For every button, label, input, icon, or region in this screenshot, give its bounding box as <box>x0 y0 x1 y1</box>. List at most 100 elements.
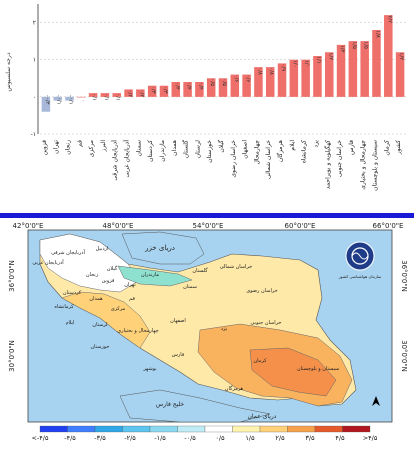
province-label: زنجان <box>86 272 99 278</box>
x-tick-label: لرستان <box>194 140 201 158</box>
bar-value-label: ۰/۴ <box>186 82 192 90</box>
bar-value-label: -۰/۴ <box>44 95 50 105</box>
bar-value-label: ۱/۲ <box>398 52 404 60</box>
bar <box>147 85 157 97</box>
bar-value-label: ۰/۴ <box>174 82 180 90</box>
region-west <box>61 291 151 349</box>
weather-org-logo: سازمان هواشناسی کشور <box>338 241 382 279</box>
latitude-label-right: 30°0'0"N <box>400 340 408 372</box>
x-tick-label: سیستان و بلوچستان <box>371 140 378 191</box>
province-label: خوزستان <box>91 344 110 350</box>
legend-label: -۲/۵ <box>124 434 136 442</box>
bar-value-label: ۰/۲ <box>138 90 144 98</box>
x-tick-label: کردستان <box>147 140 154 162</box>
x-tick-label: کرمان <box>383 140 390 156</box>
logo-text: سازمان هواشناسی کشور <box>338 274 382 279</box>
bar-value-label: ۰/۸ <box>268 67 274 75</box>
longitude-label: 66°0'0"E <box>373 222 404 230</box>
province-label: کرمان <box>253 358 267 364</box>
latitude-labels: 36°0'0"N 36°0'0"N 30°0'0"N 30°0'0"N <box>8 260 408 372</box>
bar <box>183 82 192 97</box>
y-tick-label: ۰ <box>33 94 36 101</box>
legend-label: -۴/۵ <box>64 434 76 442</box>
legend-label: -۱/۵ <box>154 434 166 442</box>
x-tick-label: کهگیلویه و بویراحمد <box>323 140 331 189</box>
bar-value-label: ۰/۵ <box>221 78 227 86</box>
bar <box>124 89 133 97</box>
bar <box>100 93 110 97</box>
bar-value-label: ۰/۳ <box>150 86 156 94</box>
bar-value-label: -۰/۱ <box>68 95 74 105</box>
province-label: کرمانشاه <box>54 304 74 310</box>
bar-chart-panel: -۰/۴ -۰/۱ -۰/۱ ۰ ۰/۱ ۰/۱ ۰/۱ ۰/۲ ۰/۲ ۰/۳ ۰/۳ ۰/۴ ۰/۴… <box>0 0 414 212</box>
temperature-anomaly-map: دریای خزر خلیج فارس دریای عمان آذربایجان… <box>0 220 414 446</box>
bar-value-label: ۰/۲ <box>127 90 133 98</box>
province-label: خراسان شمالی <box>220 264 253 270</box>
longitude-label: 48°0'0"E <box>103 222 134 230</box>
legend-swatch <box>204 425 233 433</box>
bar-value-label: ۰/۱ <box>91 93 97 101</box>
legend-label: -۳/۵ <box>94 434 106 442</box>
x-tick-label: هرمزگان <box>276 140 284 162</box>
chart-y-ticks: -۱ ۰ ۱ ۲ <box>31 20 36 138</box>
caspian-sea-label: دریای خزر <box>144 244 175 252</box>
province-label: گلستان <box>192 267 208 274</box>
region-hot-core <box>249 347 337 397</box>
bar-value-label: ۰/۶ <box>245 75 251 83</box>
bar-value-label: ۰ <box>79 99 85 102</box>
bar <box>218 78 228 97</box>
x-tick-label: البرز <box>100 140 107 153</box>
bar <box>336 44 346 97</box>
bar <box>372 30 381 97</box>
province-label: اصفهان <box>170 318 186 324</box>
province-label: قم <box>129 296 135 302</box>
bar-value-label: -۰/۱ <box>56 95 62 105</box>
chart-x-labels: قزوین تهران زنجان قم مرکزی البرز آذربایجان شرق… <box>41 140 402 191</box>
bar <box>65 96 74 101</box>
x-tick-label: قزوین <box>41 140 48 155</box>
legend-label: <-۴/۵ <box>32 434 49 442</box>
north-arrow-icon <box>372 396 380 406</box>
bar-value-label: ۰/۱ <box>103 93 109 101</box>
latitude-label-left: 36°0'0"N <box>8 260 16 292</box>
x-tick-label: آذربایجان غربی <box>122 140 131 178</box>
bar <box>348 41 358 97</box>
longitude-labels: 42°0'0"E 48°0'0"E 54°0'0"E 60°0'0"E 66°0'0"E <box>13 222 404 230</box>
province-label: گیلان <box>107 265 118 272</box>
bar-value-label: ۰/۱ <box>115 93 121 101</box>
legend-label: ۰/۵ <box>215 434 225 442</box>
x-tick-label: اصفهان <box>242 140 249 159</box>
province-label: خراسان جنوبی <box>251 320 282 326</box>
bar-value-label: ۱/۸ <box>374 30 380 38</box>
province-label: همدان <box>89 296 103 302</box>
bar <box>254 67 263 97</box>
x-tick-label: چهارمحال <box>253 140 260 165</box>
bar-value-label: ۱/۱ <box>315 56 321 64</box>
legend-swatch <box>342 425 371 433</box>
legend-swatch <box>39 425 68 433</box>
bar <box>206 78 216 97</box>
bar <box>230 74 240 97</box>
x-tick-label: مازندران <box>159 140 166 162</box>
x-tick-label: گلستان <box>182 140 190 158</box>
x-tick-label: کشور <box>395 140 402 155</box>
legend-label: ۱/۵ <box>245 434 255 442</box>
legend-swatch <box>149 425 178 433</box>
legend-label: >۴/۵ <box>363 434 378 442</box>
caspian-sea <box>121 231 205 265</box>
x-tick-label: ایلام <box>289 140 296 151</box>
chart-bars <box>41 15 405 112</box>
legend-label: ۴/۵ <box>335 434 345 442</box>
x-tick-label: خراسان جنوبی <box>336 140 343 177</box>
y-tick-label: ۱ <box>33 57 36 64</box>
x-tick-label: یزد <box>312 140 319 148</box>
y-axis-label: درجه سلسیوس <box>5 52 12 91</box>
province-label: آذربایجان غربی <box>32 259 64 266</box>
legend-swatch <box>259 425 288 433</box>
province-label: هرمزگان <box>225 385 244 392</box>
bar <box>136 89 145 97</box>
bar <box>77 96 86 98</box>
bar-chart: -۰/۴ -۰/۱ -۰/۱ ۰ ۰/۱ ۰/۱ ۰/۱ ۰/۲ ۰/۲ ۰/۳ ۰/۳ ۰/۴ ۰/۴… <box>0 0 414 212</box>
x-tick-label: سمنان <box>135 140 142 157</box>
x-tick-label: خوزستان <box>206 140 213 163</box>
